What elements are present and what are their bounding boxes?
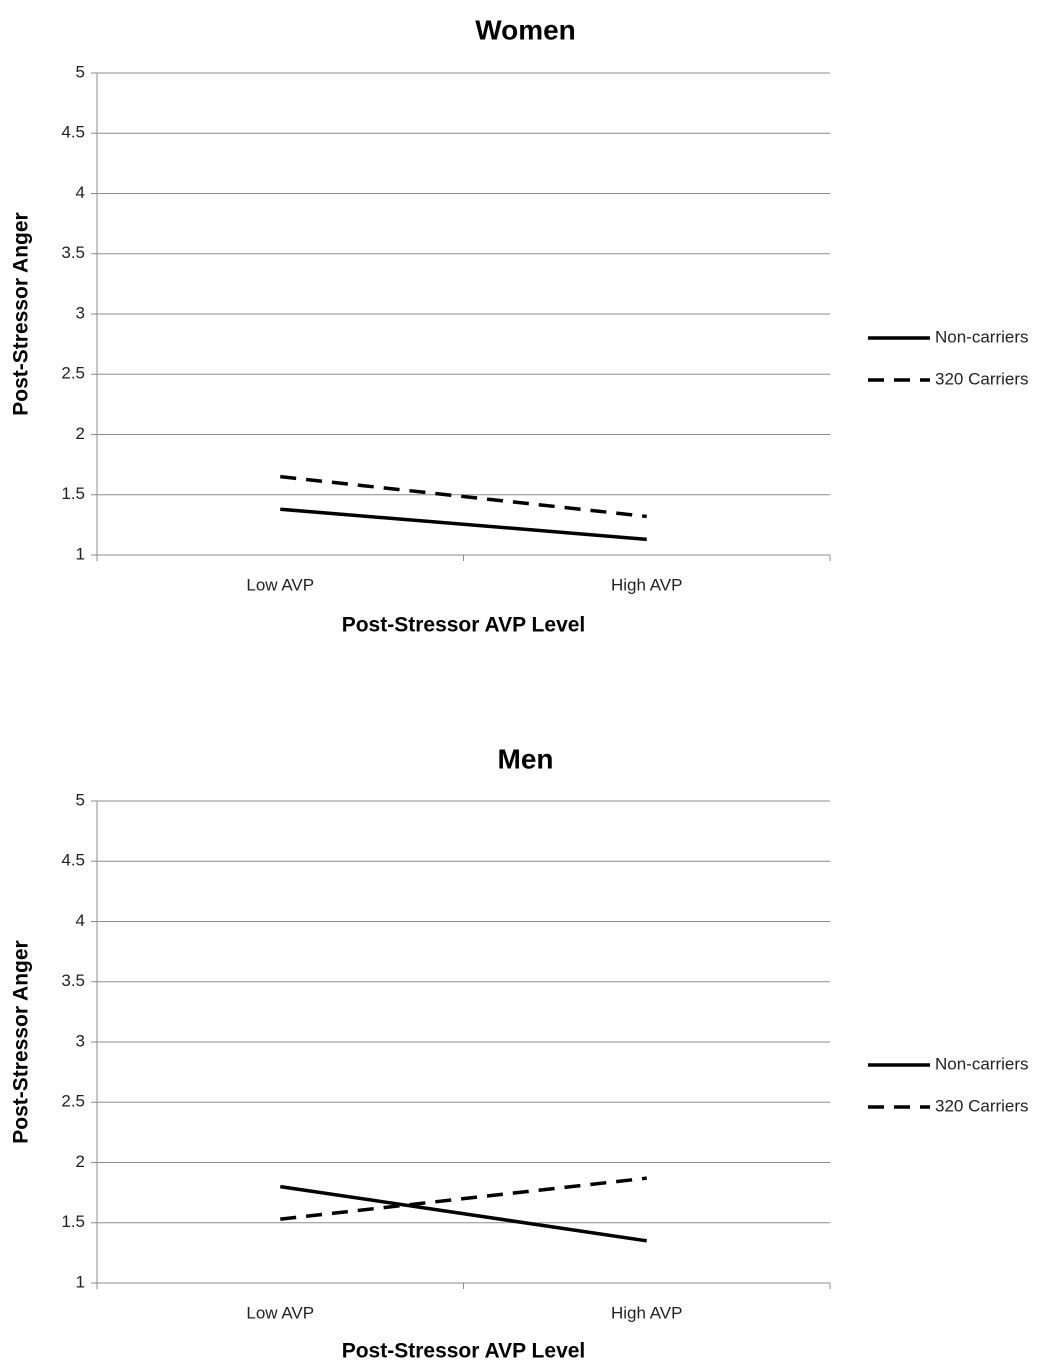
- y-tick-label: 4.5: [61, 851, 85, 870]
- y-tick-label: 1: [76, 544, 85, 563]
- y-tick-label: 3: [76, 303, 85, 322]
- y-tick-label: 2: [76, 424, 85, 443]
- chart-panel-2: Men 1 1.5 2 2.5 3 3.5 4 4.5 5 Low AVP High AVP Post-…: [10, 743, 1029, 1362]
- y-axis-title: Post-Stressor Anger: [10, 212, 33, 415]
- y-tick-label: 2.5: [61, 1092, 85, 1111]
- x-axis-title: Post-Stressor AVP Level: [342, 1340, 586, 1363]
- x-tick-label: Low AVP: [246, 1303, 314, 1322]
- series-line-320-carriers: [280, 474, 647, 519]
- y-tick-label: 2.5: [61, 364, 85, 383]
- y-tick-label: 3.5: [61, 243, 85, 262]
- x-tick-label: High AVP: [611, 1303, 683, 1322]
- y-tick-label: 1.5: [61, 1212, 85, 1231]
- y-tick-label: 4: [76, 911, 85, 930]
- x-axis-title: Post-Stressor AVP Level: [342, 614, 586, 637]
- x-tick-label: High AVP: [611, 575, 683, 594]
- legend-label: 320 Carriers: [935, 1096, 1029, 1115]
- y-tick-label: 4: [76, 183, 85, 202]
- series-line-non-carriers: [279, 1184, 648, 1243]
- y-tick-label: 5: [76, 790, 85, 809]
- series-line-320-carriers: [280, 1176, 647, 1221]
- y-tick-label: 5: [76, 62, 85, 81]
- x-tick-label: Low AVP: [246, 575, 314, 594]
- chart-title: Women: [475, 14, 576, 45]
- y-axis-title: Post-Stressor Anger: [10, 940, 33, 1143]
- y-tick-label: 3: [76, 1031, 85, 1050]
- y-tick-label: 4.5: [61, 123, 85, 142]
- legend-label: Non-carriers: [935, 327, 1029, 346]
- y-tick-label: 1.5: [61, 484, 85, 503]
- chart-panel-1: Women 1 1.5 2 2.5 3 3.5 4 4.5 5 Low AVP High AVP Pos…: [10, 14, 1029, 636]
- series-line-non-carriers: [280, 507, 647, 542]
- legend-label: 320 Carriers: [935, 369, 1029, 388]
- legend-label: Non-carriers: [935, 1054, 1029, 1073]
- chart-title: Men: [498, 743, 554, 774]
- y-tick-label: 2: [76, 1152, 85, 1171]
- y-tick-label: 1: [76, 1272, 85, 1291]
- y-tick-label: 3.5: [61, 971, 85, 990]
